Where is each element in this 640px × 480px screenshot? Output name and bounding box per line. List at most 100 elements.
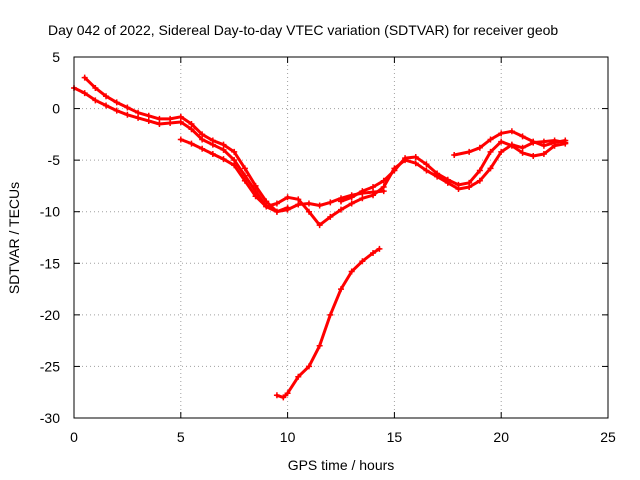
data-point <box>284 390 291 397</box>
y-tick-label: -20 <box>40 307 60 323</box>
data-point <box>466 148 473 155</box>
data-point <box>391 167 398 174</box>
data-point <box>508 128 515 135</box>
data-point <box>81 74 88 81</box>
data-point <box>348 200 355 207</box>
x-tick-label: 10 <box>280 429 296 445</box>
data-point <box>220 141 227 148</box>
data-point <box>316 222 323 229</box>
data-point <box>135 114 142 121</box>
data-point <box>338 198 344 205</box>
data-point <box>92 97 99 104</box>
x-axis-label: GPS time / hours <box>288 457 395 473</box>
data-point <box>540 150 547 157</box>
y-tick-label: -10 <box>40 204 60 220</box>
data-point <box>380 177 387 184</box>
data-point <box>145 117 152 124</box>
series-line-trace-2 <box>83 76 290 214</box>
y-tick-label: -5 <box>48 152 61 168</box>
axis-ticks <box>73 56 609 419</box>
data-point <box>280 394 287 401</box>
data-point <box>231 148 238 155</box>
data-point <box>359 195 366 202</box>
data-point <box>530 138 537 145</box>
data-point <box>562 137 569 144</box>
y-tick-label: -15 <box>40 255 60 271</box>
data-point <box>451 151 458 158</box>
data-point <box>412 160 419 167</box>
data-point <box>103 102 110 109</box>
data-point <box>455 181 462 188</box>
data-point <box>295 201 302 208</box>
data-point <box>338 206 344 213</box>
data-point <box>327 199 334 206</box>
data-point <box>359 188 366 195</box>
chart-title: Day 042 of 2022, Sidereal Day-to-day VTE… <box>48 22 558 38</box>
data-point <box>209 150 216 157</box>
data-point <box>305 363 312 370</box>
x-tick-label: 0 <box>70 429 78 445</box>
data-point <box>327 311 334 318</box>
data-point <box>498 130 505 137</box>
data-point <box>188 140 195 147</box>
data-point <box>327 213 334 220</box>
data-point <box>487 148 494 155</box>
data-point <box>103 93 110 100</box>
data-point <box>519 144 526 151</box>
data-point <box>252 193 259 200</box>
data-point <box>305 200 312 207</box>
x-tick-label: 25 <box>600 429 616 445</box>
data-point <box>530 153 537 160</box>
data-point <box>348 194 355 201</box>
data-point <box>295 196 302 203</box>
data-point <box>370 249 377 256</box>
data-point <box>113 107 120 114</box>
data-point <box>423 167 430 174</box>
plot-frame <box>73 56 609 419</box>
data-point <box>402 155 409 162</box>
data-point <box>241 165 248 172</box>
data-point <box>487 136 494 143</box>
y-tick-label: -30 <box>40 410 60 426</box>
data-point <box>199 131 206 138</box>
data-point <box>241 177 248 184</box>
y-tick-label: 5 <box>52 49 60 65</box>
data-point <box>263 203 270 210</box>
data-point <box>252 182 259 189</box>
grid-lines <box>74 57 608 418</box>
data-point <box>476 177 483 184</box>
series-line-trace-4 <box>339 140 567 203</box>
tick-labels: 0 5 10 15 20 25 5 0 -5 -10 -15 -20 -25 -30 <box>40 49 616 445</box>
x-tick-label: 15 <box>387 429 403 445</box>
x-tick-label: 5 <box>177 429 185 445</box>
y-axis-label: SDTVAR / TECUs <box>6 182 22 294</box>
y-tick-label: -25 <box>40 358 60 374</box>
data-point <box>519 149 526 156</box>
data-point <box>177 118 184 125</box>
data-point <box>284 194 291 201</box>
data-point <box>376 245 383 252</box>
data-point <box>476 167 483 174</box>
data-point <box>466 179 473 186</box>
data-point <box>199 136 206 143</box>
data-point <box>263 198 270 205</box>
data-point <box>145 112 152 119</box>
series-line-trace-6 <box>275 247 381 399</box>
data-point <box>231 162 238 169</box>
data-point <box>498 138 505 145</box>
series-layer <box>71 74 569 401</box>
data-point <box>348 268 355 275</box>
data-point <box>177 113 184 120</box>
data-point <box>305 208 312 215</box>
data-point <box>508 142 515 149</box>
data-point <box>316 202 323 209</box>
data-point <box>370 192 377 199</box>
data-point <box>188 121 195 128</box>
data-point <box>231 157 238 164</box>
data-point <box>551 139 558 146</box>
data-point <box>487 165 494 172</box>
data-point <box>199 145 206 152</box>
data-point <box>370 183 377 190</box>
data-point <box>188 126 195 133</box>
